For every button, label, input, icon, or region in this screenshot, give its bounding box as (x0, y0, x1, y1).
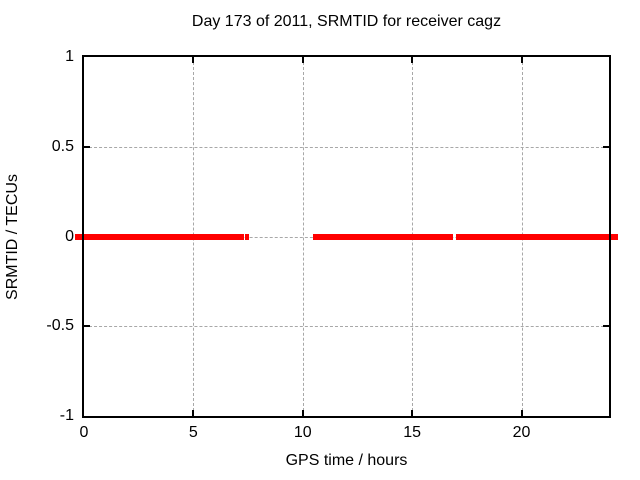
tick-mark-right (603, 325, 609, 328)
x-axis-title: GPS time / hours (285, 452, 408, 469)
grid-line-y (84, 326, 609, 328)
tick-mark-left (84, 145, 90, 148)
grid-line-y (84, 146, 609, 148)
tick-mark-left (84, 325, 90, 328)
y-tick-label: 0.5 (51, 137, 74, 155)
tick-mark-bottom (520, 410, 523, 416)
series-endcap-right (611, 233, 618, 240)
tick-mark-top (301, 57, 304, 63)
x-tick-label: 20 (512, 424, 531, 441)
y-tick-label: 1 (65, 48, 74, 65)
tick-mark-top (192, 57, 195, 63)
x-tick-label: 0 (79, 424, 89, 441)
series-segment (456, 233, 609, 240)
tick-mark-top (520, 57, 523, 63)
y-tick-label: -0.5 (46, 317, 74, 335)
series-endcap-left (75, 233, 82, 240)
tick-mark-bottom (411, 410, 414, 416)
tick-mark-right (603, 145, 609, 148)
y-tick-label: 0 (65, 227, 74, 245)
series-segment (84, 233, 244, 240)
tick-mark-bottom (192, 410, 195, 416)
y-tick-label: -1 (59, 407, 74, 424)
series-segment (245, 233, 249, 240)
chart-title: Day 173 of 2011, SRMTID for receiver cag… (191, 13, 502, 30)
tick-mark-bottom (301, 410, 304, 416)
tick-mark-top (411, 57, 414, 63)
x-tick-label: 5 (188, 424, 198, 441)
x-tick-label: 10 (293, 424, 312, 441)
series-segment (313, 233, 454, 240)
x-tick-label: 15 (403, 424, 422, 441)
plot-area (75, 55, 618, 418)
